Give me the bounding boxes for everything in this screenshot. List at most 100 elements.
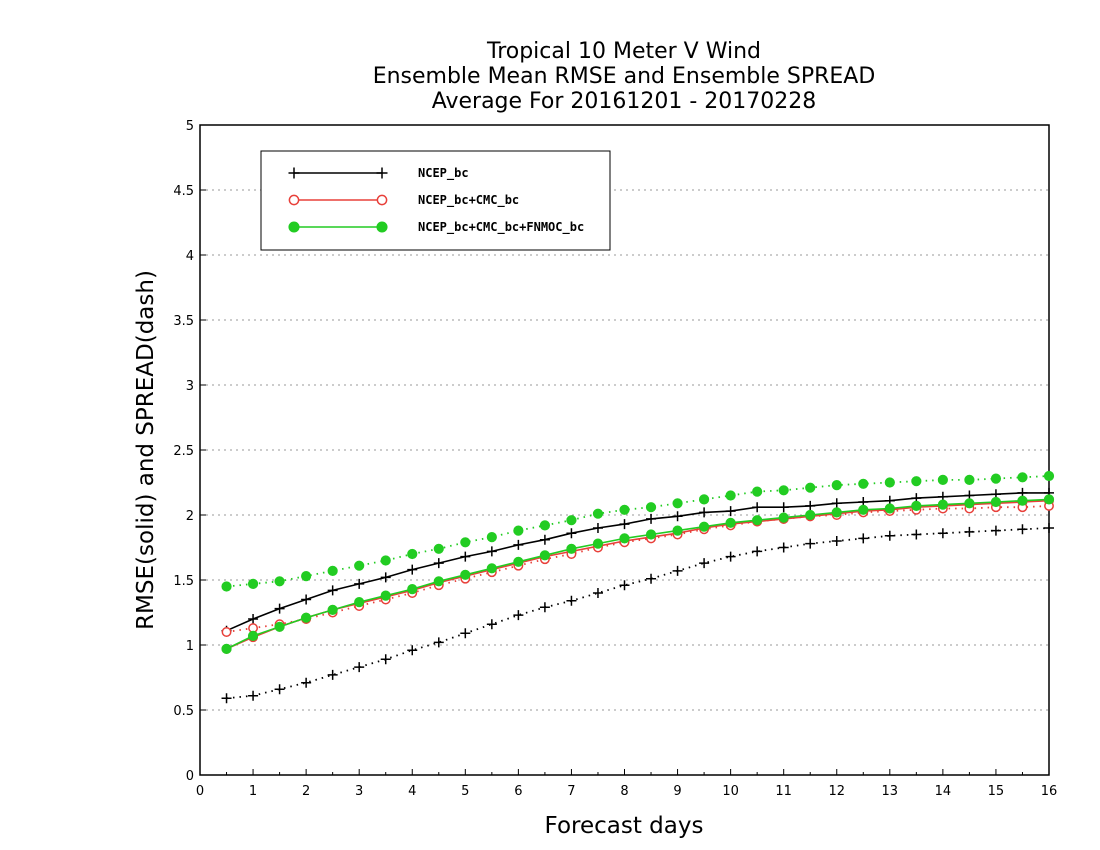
data-point [937, 499, 948, 510]
data-point [1043, 470, 1055, 482]
data-point [539, 602, 550, 613]
data-point [619, 580, 630, 591]
data-point [354, 597, 365, 608]
x-tick-label: 4 [408, 784, 416, 799]
data-point [486, 532, 497, 543]
y-tick-label: 4.5 [173, 184, 194, 199]
legend-item: NCEP_bc+CMC_bc+FNMOC_bc [288, 220, 584, 235]
data-point [486, 546, 497, 557]
data-point [1017, 524, 1028, 535]
data-point [460, 537, 471, 548]
data-point [407, 548, 418, 560]
data-point [380, 654, 391, 665]
data-point [354, 560, 365, 571]
data-point [778, 512, 789, 523]
data-point [699, 558, 710, 569]
series-line [226, 527, 1050, 700]
data-point [964, 526, 975, 537]
data-point [831, 480, 842, 491]
data-point [1017, 472, 1028, 483]
x-axis-title: Forecast days [545, 813, 704, 839]
data-point [805, 538, 816, 549]
data-point [592, 588, 603, 598]
data-point [288, 221, 300, 233]
y-tick-label: 2 [186, 509, 194, 524]
data-point [221, 693, 232, 704]
data-point [486, 563, 497, 574]
data-point [221, 627, 232, 637]
data-point [327, 565, 338, 577]
y-tick-label: 3.5 [173, 314, 194, 329]
data-point [1017, 495, 1028, 506]
data-point [274, 603, 285, 614]
data-point [672, 498, 683, 509]
data-point [407, 564, 418, 575]
data-point [539, 550, 551, 561]
y-axis-title: RMSE(solid) and SPREAD(dash) [133, 270, 159, 630]
data-point [592, 508, 604, 519]
data-point [301, 594, 312, 605]
x-tick-label: 10 [722, 784, 739, 799]
x-tick-label: 15 [988, 784, 1005, 799]
data-point [380, 590, 391, 601]
series-line [226, 475, 1050, 588]
data-point [725, 506, 736, 517]
data-point [884, 477, 895, 488]
data-point [805, 500, 816, 511]
data-point [354, 662, 365, 673]
data-point [248, 614, 259, 624]
data-point [288, 167, 300, 179]
x-tick-label: 9 [673, 784, 681, 799]
x-tick-label: 16 [1041, 784, 1058, 799]
data-point [274, 576, 285, 587]
x-tick-label: 2 [302, 784, 310, 799]
data-point [513, 610, 524, 621]
data-point [858, 533, 869, 544]
data-point [884, 503, 895, 514]
data-point [1044, 523, 1054, 533]
data-point [513, 556, 524, 567]
data-point [725, 551, 736, 562]
data-point [911, 476, 922, 487]
legend-label: NCEP_bc [418, 166, 469, 181]
x-tick-label: 14 [935, 784, 952, 799]
data-point [752, 515, 763, 526]
data-point [221, 581, 232, 592]
x-tick-label: 11 [775, 784, 792, 799]
data-point [539, 520, 551, 531]
data-point [248, 690, 259, 701]
data-point [247, 630, 259, 642]
data-point [831, 507, 842, 518]
axis-ticks: 00.511.522.533.544.550 1 2 3 4 5 6 7 8 9 10 11 12 13 1… [173, 119, 1057, 799]
x-tick-label: 6 [514, 784, 522, 799]
legend: NCEP_bc NCEP_bc+CMC_bc NCEP_bc+CMC_bc+FNMO… [260, 150, 611, 251]
data-point [247, 578, 259, 590]
x-tick-label: 5 [461, 784, 469, 799]
y-tick-label: 1 [186, 639, 194, 654]
data-point [937, 528, 948, 539]
series-line [226, 492, 1049, 632]
data-point [698, 521, 710, 532]
data-point [937, 474, 948, 485]
data-point [433, 558, 444, 569]
data-point [460, 569, 471, 580]
data-point [964, 498, 975, 509]
x-tick-label: 1 [249, 784, 257, 799]
data-point [672, 525, 683, 536]
data-point [354, 578, 365, 589]
title-line: Ensemble Mean RMSE and Ensemble SPREAD [373, 64, 876, 89]
data-point [376, 167, 388, 179]
series-ncep-bc-spread [221, 523, 1054, 704]
data-point [672, 565, 683, 576]
legend-label: NCEP_bc+CMC_bc [418, 193, 519, 208]
series-ncep-bc-rmse [221, 487, 1054, 636]
data-point [725, 490, 736, 501]
data-point [619, 504, 630, 515]
y-tick-label: 0.5 [173, 704, 194, 719]
data-point [752, 502, 763, 513]
data-point [672, 511, 683, 522]
data-point [566, 528, 577, 539]
data-point [274, 621, 285, 632]
